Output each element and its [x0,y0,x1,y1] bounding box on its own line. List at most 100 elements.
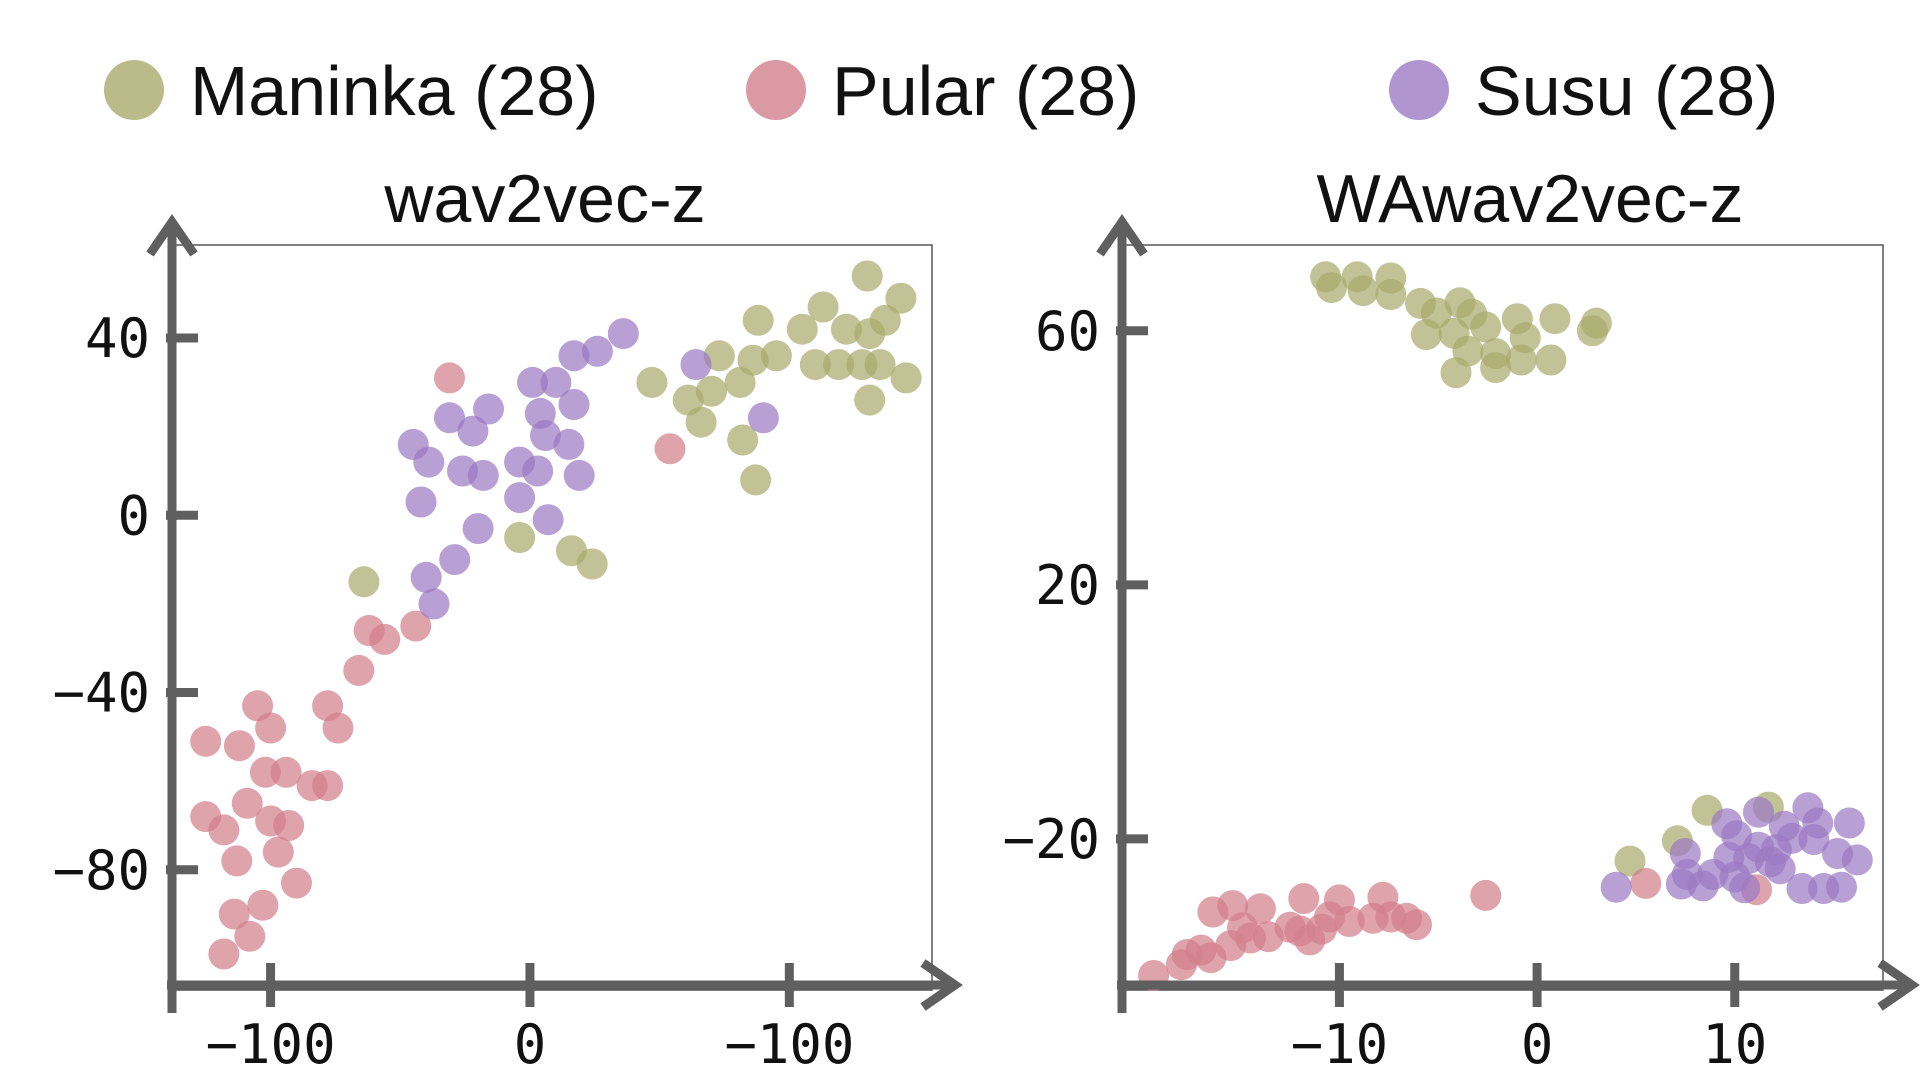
scatter-point [405,486,437,518]
legend-marker-pular-28 [746,60,806,120]
scatter-point [1470,879,1502,911]
scatter-point [1367,881,1399,913]
scatter-point [742,304,774,336]
y-axis-arrowhead [146,214,198,257]
x-tick-label: 0 [514,1013,547,1076]
scatter-point [190,725,222,757]
scatter-point [208,938,240,970]
panel-title: wav2vec-z [383,161,705,237]
scatter-point [1576,315,1608,347]
scatter-point [799,349,831,381]
scatter-point [696,375,727,407]
scatter-point [413,446,445,478]
scatter-point [1600,871,1632,903]
scatter-point [740,464,772,496]
scatter-point [724,366,756,398]
scatter-point [703,340,735,372]
panel-wawav2vec-z: WAwav2vec-z −10 0 10 60 20 −20 [1002,161,1920,1076]
scatter-point [343,654,375,686]
scatter-point [1687,870,1719,902]
scatter-point [854,384,886,416]
scatter-point [727,424,759,456]
scatter-point [467,459,499,491]
scatter-point [247,889,279,921]
scatter-point [1323,884,1355,916]
scatter-point [348,566,380,598]
y-tick-label: −20 [1002,808,1100,871]
legend-label-maninka-28: Maninka (28) [190,52,599,130]
y-tick-label: −40 [52,662,150,725]
legend-label-pular-28: Pular (28) [832,52,1139,130]
scatter-point [1539,303,1571,335]
scatter-point [532,504,564,536]
scatter-point [680,349,712,381]
scatter-point [400,610,432,642]
scatter-point [434,362,465,394]
scatter-point [885,282,917,314]
scatter-point [504,522,536,553]
series-maninka-28 [1310,261,1784,877]
scatter-point [654,433,686,465]
legend-marker-susu-28 [1389,60,1449,120]
y-tick-label: −80 [52,839,150,902]
scatter-point [807,291,839,323]
x-tick-label: −10 [1291,1013,1389,1076]
y-tick-label: 0 [117,484,150,547]
scatter-point [563,459,595,491]
scatter-point [418,588,450,620]
x-tick-label: −100 [724,1013,854,1076]
scatter-point [636,366,668,398]
scatter-point [208,814,240,846]
legend-marker-maninka-28 [104,60,164,120]
scatter-point [1743,796,1774,828]
scatter-point [223,730,255,762]
y-axis-arrowhead [1096,214,1148,257]
scatter-point [473,393,504,425]
scatter-point [1614,845,1646,877]
scatter-point [864,349,896,381]
x-tick-label: 0 [1521,1013,1554,1076]
scatter-point [517,366,548,398]
scatter-point [255,712,287,744]
scatter-point [1375,279,1407,310]
scatter-point [1440,357,1472,389]
x-axis-arrowhead [1877,959,1920,1011]
scatter-point [439,544,471,576]
scatter-point [1288,883,1320,915]
y-tick-label: 60 [1035,300,1100,363]
scatter-point [1729,872,1761,904]
scatter-point [221,845,253,877]
panel-wav2vec-z: wav2vec-z −100 0 −100 40 0 −40 −80 [52,161,963,1076]
scatter-point [1798,824,1830,855]
panel-title: WAwav2vec-z [1317,161,1744,237]
scatter-point [1470,311,1502,343]
scatter-point [1505,344,1537,376]
scatter-point [522,455,554,487]
series-pular-28 [190,362,686,970]
scatter-point [1826,871,1857,903]
scatter-point [823,349,855,381]
series-maninka-28 [348,260,922,598]
scatter-point [1833,807,1865,839]
scatter-point [410,561,442,593]
series-susu-28 [1600,792,1873,904]
scatter-point [1316,272,1347,304]
scatter-point [540,366,572,398]
scatter-point [1217,890,1249,922]
scatter-point [1401,909,1432,941]
scatter-point [830,313,862,345]
scatter-point [1244,893,1276,925]
scatter-point [1410,319,1442,351]
scatter-point [890,362,922,394]
legend: Maninka (28) Pular (28) Susu (28) [104,52,1778,130]
x-tick-label: −100 [206,1013,336,1076]
scatter-point [530,420,561,451]
scatter-point [854,318,886,350]
scatter-point [553,428,585,460]
scatter-point [760,340,792,372]
y-tick-label: 20 [1035,554,1100,617]
scatter-point [1764,853,1796,885]
scatter-point [1347,275,1379,307]
series-susu-28 [397,318,779,620]
